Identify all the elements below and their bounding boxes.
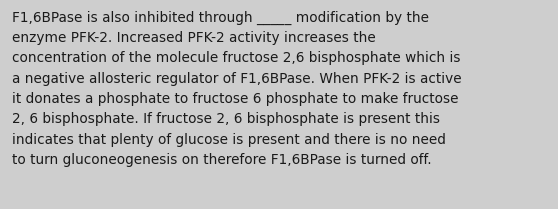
Text: F1,6BPase is also inhibited through _____ modification by the
enzyme PFK-2. Incr: F1,6BPase is also inhibited through ____…: [12, 10, 462, 167]
